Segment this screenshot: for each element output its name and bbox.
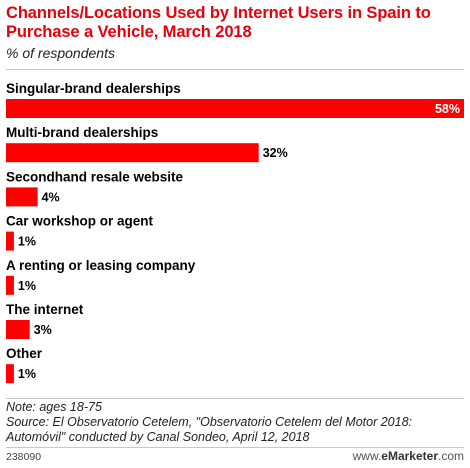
category-label: Singular-brand dealerships — [6, 81, 181, 96]
category-label: The internet — [6, 302, 84, 317]
category-label: Multi-brand dealerships — [6, 125, 158, 140]
source-text: Source: El Observatorio Cetelem, "Observ… — [6, 415, 413, 444]
chart-id: 238090 — [6, 451, 42, 463]
bar — [6, 320, 30, 339]
value-label: 58% — [435, 102, 460, 116]
value-label: 1% — [18, 367, 36, 381]
category-label: Other — [6, 346, 43, 361]
bar — [6, 143, 259, 163]
bar-chart: Singular-brand dealerships 58% Multi-brand… — [6, 81, 464, 384]
value-label: 1% — [18, 279, 36, 293]
chart-subtitle: % of respondents — [6, 45, 115, 61]
bar — [6, 275, 14, 295]
bar — [6, 231, 14, 251]
value-label: 4% — [42, 190, 60, 204]
category-label: Car workshop or agent — [6, 214, 154, 229]
category-label: A renting or leasing company — [6, 258, 196, 273]
chart-title: Channels/Locations Used by Internet User… — [6, 4, 431, 41]
chart-notes: Note: ages 18-75 Source: El Observatorio… — [6, 400, 464, 445]
bar — [6, 99, 464, 118]
top-divider — [6, 69, 464, 70]
footer-divider — [6, 447, 464, 448]
bar — [6, 187, 38, 207]
note-text: Note: ages 18-75 — [6, 400, 102, 414]
brand-prefix: www. — [352, 449, 382, 463]
value-label: 32% — [263, 146, 288, 160]
brand-name: eMarketer — [381, 449, 438, 463]
value-label: 3% — [34, 323, 52, 337]
brand-suffix: .com — [437, 449, 464, 463]
category-label: Secondhand resale website — [6, 169, 184, 184]
bar — [6, 364, 14, 384]
brand-logo: www.eMarketer.com — [353, 449, 464, 463]
notes-divider — [6, 398, 464, 399]
value-label: 1% — [18, 235, 36, 249]
